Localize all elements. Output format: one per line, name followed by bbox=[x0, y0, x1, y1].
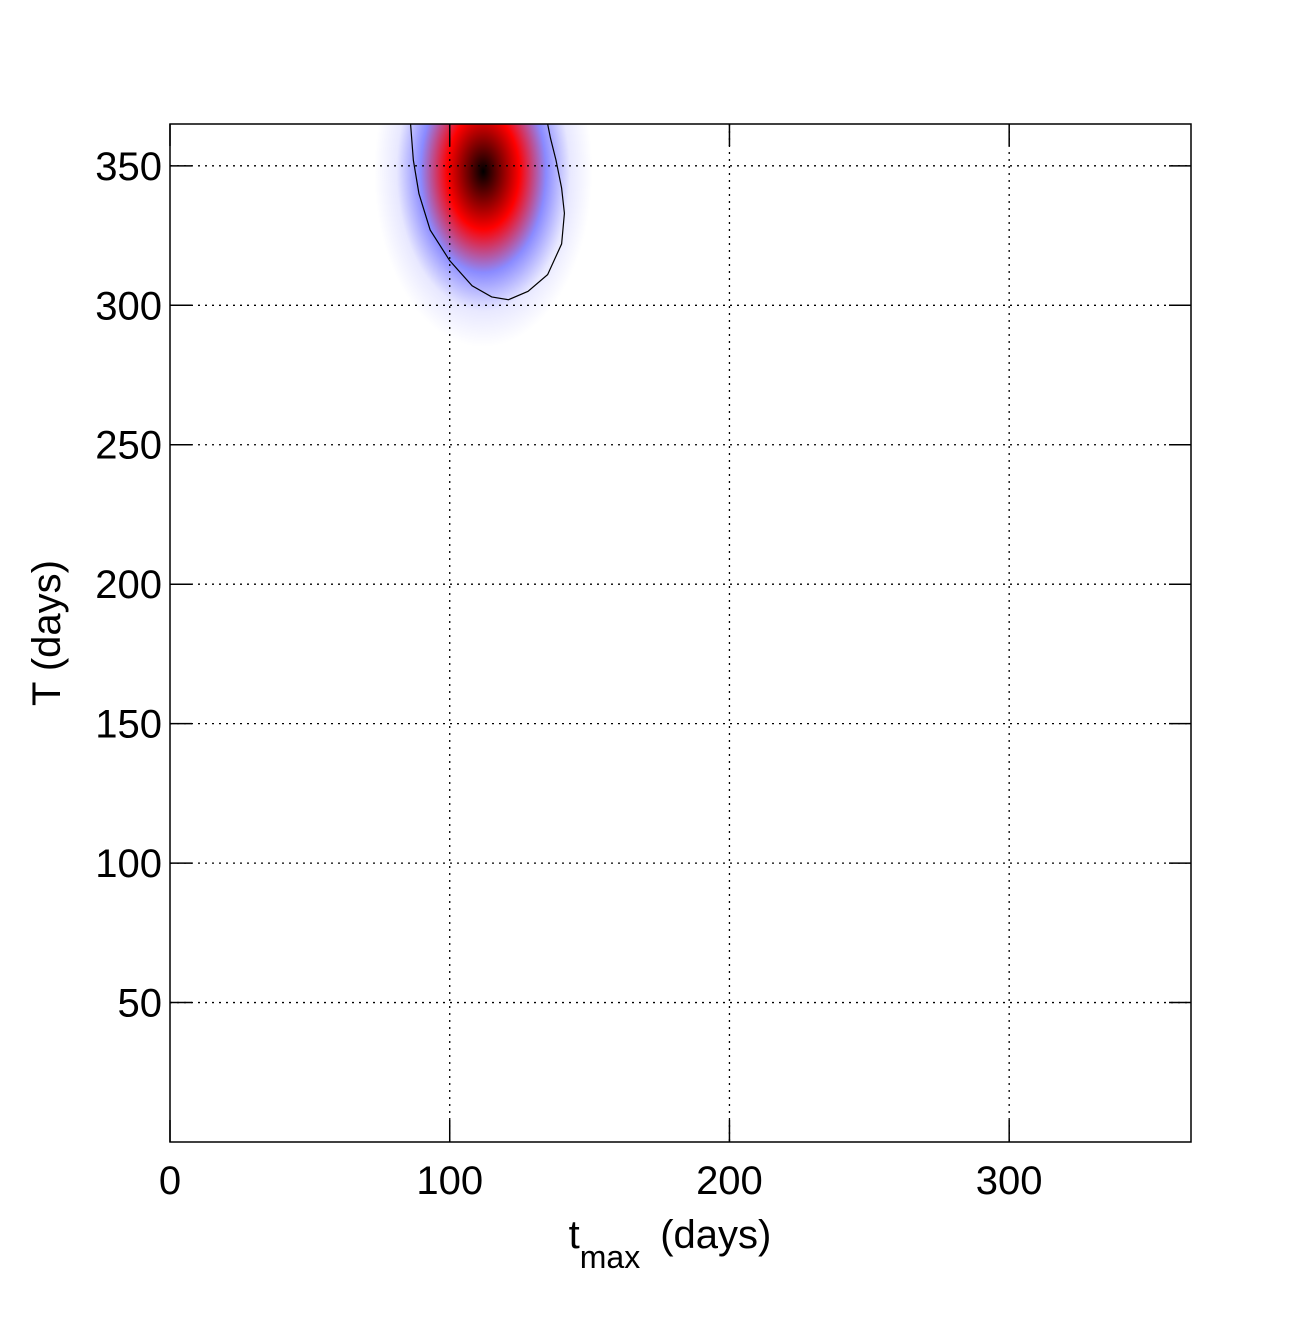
x-tick-label: 200 bbox=[696, 1159, 763, 1203]
y-tick-label: 50 bbox=[118, 982, 163, 1026]
x-tick-label: 0 bbox=[159, 1159, 181, 1203]
axes-frame bbox=[169, 123, 1192, 1143]
y-axis-label: T (days) bbox=[25, 560, 69, 706]
x-tick-label: 300 bbox=[976, 1159, 1043, 1203]
x-tick-label: 100 bbox=[416, 1159, 483, 1203]
y-tick-label: 250 bbox=[95, 424, 162, 468]
y-tick-label: 150 bbox=[95, 703, 162, 747]
x-axis-label: tmax (days) bbox=[569, 1213, 772, 1275]
plot-area bbox=[374, 124, 593, 348]
contour-line bbox=[409, 124, 566, 301]
x-axis-label-subscript: max bbox=[580, 1239, 640, 1275]
x-axis-label-suffix: (days) bbox=[660, 1213, 771, 1257]
density-blob bbox=[374, 124, 593, 348]
y-tick-label: 300 bbox=[95, 284, 162, 328]
x-axis-label-main: t bbox=[569, 1213, 580, 1257]
y-tick-label: 350 bbox=[95, 145, 162, 189]
y-tick-label: 100 bbox=[95, 842, 162, 886]
y-tick-label: 200 bbox=[95, 563, 162, 607]
